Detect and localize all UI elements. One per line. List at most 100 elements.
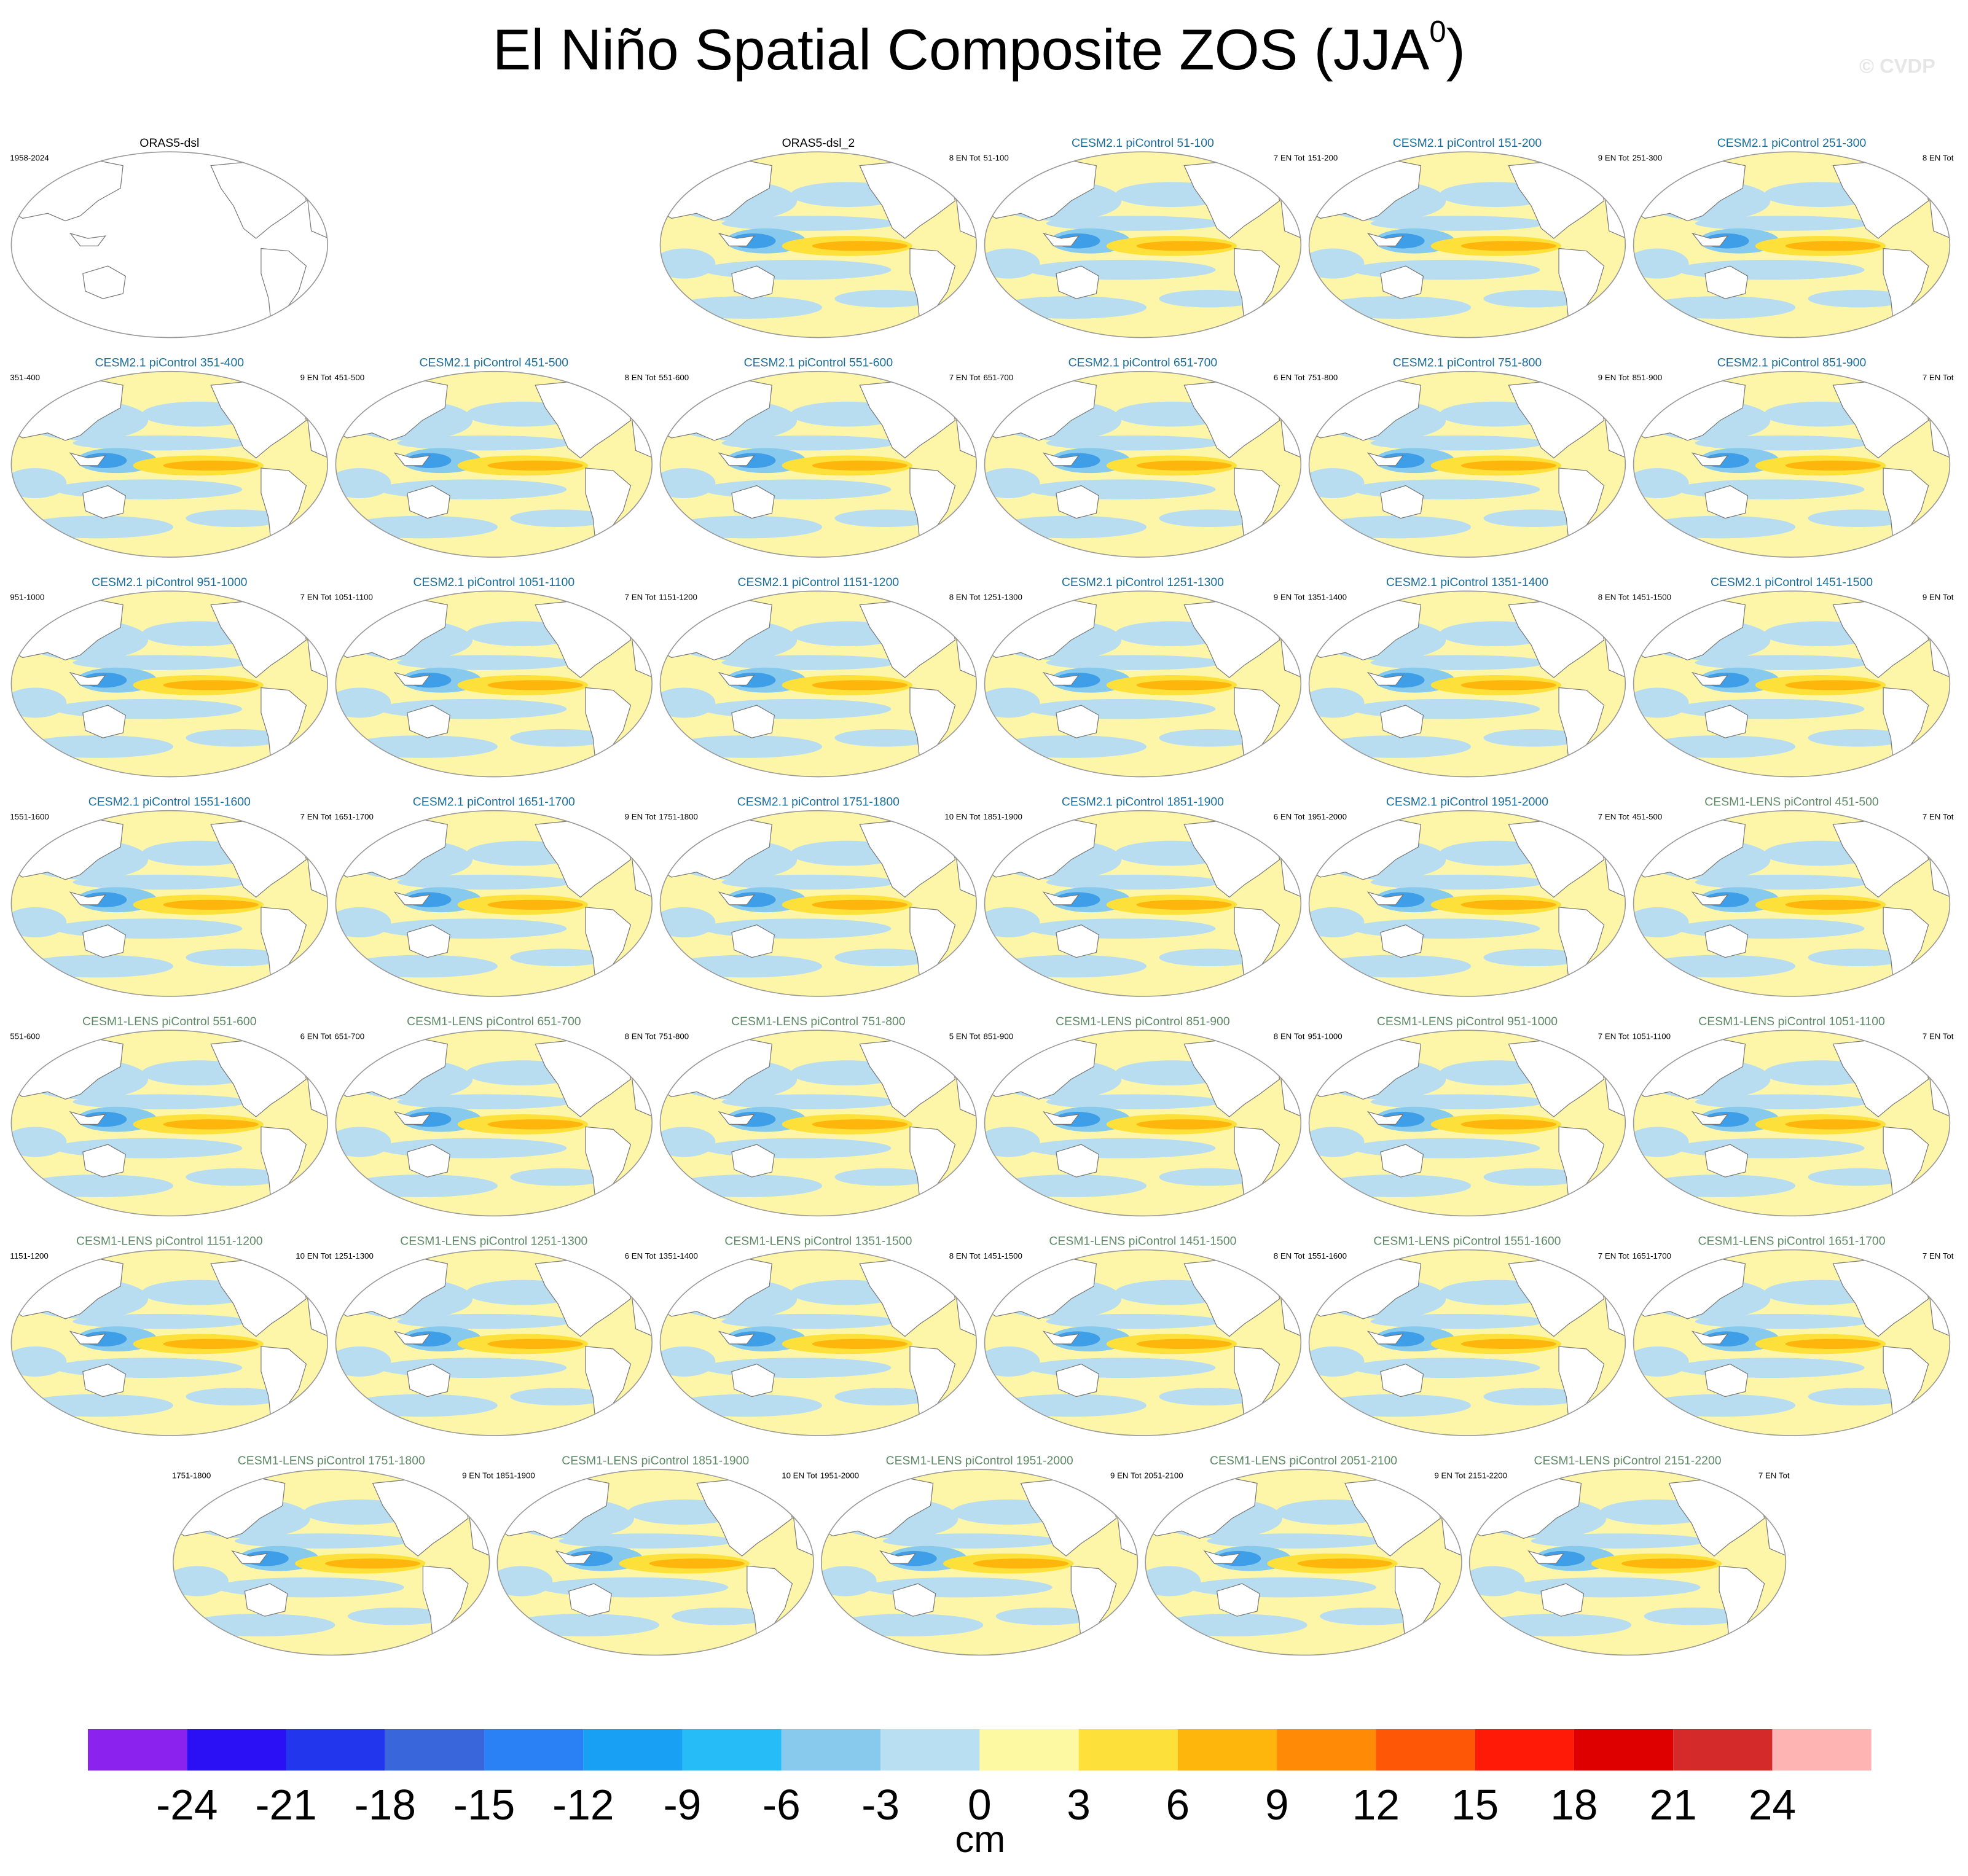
title-end: ) bbox=[1446, 17, 1465, 82]
panel-title: CESM1-LENS piControl 851-900 bbox=[1056, 1015, 1230, 1028]
panel-title: CESM2.1 piControl 151-200 bbox=[1393, 136, 1542, 150]
map bbox=[1301, 590, 1626, 778]
title-main: El Niño Spatial Composite ZOS (JJA bbox=[493, 17, 1430, 82]
map bbox=[1301, 370, 1626, 558]
map bbox=[1301, 150, 1626, 338]
panel-years: 951-1000 bbox=[1308, 1031, 1343, 1041]
map bbox=[977, 1029, 1302, 1217]
colorbar-tick-label: -24 bbox=[156, 1781, 218, 1829]
colorbar-box bbox=[385, 1729, 485, 1771]
panel-count: 10 EN Tot bbox=[782, 1471, 817, 1480]
panel-title: CESM2.1 piControl 351-400 bbox=[95, 356, 245, 370]
panel-years: 1251-1300 bbox=[334, 1251, 373, 1260]
map bbox=[653, 590, 978, 778]
map bbox=[328, 1029, 653, 1217]
panel-title: CESM2.1 piControl 851-900 bbox=[1717, 356, 1867, 370]
panel: CESM1-LENS piControl 1651-1700 1651-1700 7… bbox=[1626, 1234, 1954, 1437]
map bbox=[977, 810, 1302, 998]
panel-years: 51-100 bbox=[983, 153, 1008, 162]
map bbox=[4, 1249, 329, 1437]
panel-years: 451-500 bbox=[334, 373, 364, 382]
map bbox=[1626, 1029, 1951, 1217]
panel: CESM2.1 piControl 251-300 251-300 8 EN Tot bbox=[1626, 136, 1954, 339]
panel-count: 9 EN Tot bbox=[1598, 373, 1629, 382]
colorbar-box bbox=[1574, 1729, 1674, 1771]
map bbox=[328, 1249, 653, 1437]
panel: CESM2.1 piControl 751-800 751-800 9 EN Tot bbox=[1301, 356, 1629, 559]
map bbox=[166, 1468, 491, 1656]
panel-years: 651-700 bbox=[334, 1031, 364, 1041]
panel-years: 1851-1900 bbox=[983, 812, 1022, 821]
panel-years: 1751-1800 bbox=[659, 812, 697, 821]
panel: CESM2.1 piControl 1551-1600 1551-1600 7 EN… bbox=[4, 795, 332, 998]
panel: CESM1-LENS piControl 2151-2200 2151-2200 7… bbox=[1462, 1454, 1790, 1657]
map bbox=[1301, 810, 1626, 998]
panel-years: 551-600 bbox=[10, 1031, 40, 1041]
panel: CESM2.1 piControl 1851-1900 1851-1900 6 EN… bbox=[977, 795, 1305, 998]
panel-title: ORAS5-dsl_2 bbox=[782, 136, 855, 150]
panel-count: 7 EN Tot bbox=[1923, 1031, 1954, 1041]
panel: CESM1-LENS piControl 551-600 551-600 6 EN … bbox=[4, 1015, 332, 1217]
panel-years: 1651-1700 bbox=[334, 812, 373, 821]
panel-title: CESM2.1 piControl 1751-1800 bbox=[737, 795, 900, 808]
panel: CESM1-LENS piControl 651-700 651-700 8 EN … bbox=[328, 1015, 656, 1217]
panel-title: CESM2.1 piControl 451-500 bbox=[420, 356, 569, 370]
panel-count: 6 EN Tot bbox=[1274, 373, 1305, 382]
panel: CESM2.1 piControl 1251-1300 1251-1300 9 EN… bbox=[977, 576, 1305, 778]
panel-years: 1351-1400 bbox=[1308, 592, 1347, 601]
panel-years: 851-900 bbox=[1633, 373, 1663, 382]
panel: CESM2.1 piControl 1451-1500 1451-1500 9 EN… bbox=[1626, 576, 1954, 778]
panel-years: 1551-1600 bbox=[1308, 1251, 1347, 1260]
panel-count: 8 EN Tot bbox=[625, 373, 656, 382]
panel-years: 2151-2200 bbox=[1468, 1471, 1507, 1480]
panel: CESM2.1 piControl 551-600 551-600 7 EN Tot bbox=[653, 356, 981, 559]
panel-years: 551-600 bbox=[659, 373, 689, 382]
panel-title: CESM1-LENS piControl 751-800 bbox=[731, 1015, 906, 1028]
map bbox=[653, 1249, 978, 1437]
colorbar-box bbox=[1177, 1729, 1277, 1771]
panel: CESM1-LENS piControl 951-1000 951-1000 7 E… bbox=[1301, 1015, 1629, 1217]
panel-count: 9 EN Tot bbox=[1110, 1471, 1142, 1480]
panel-count: 8 EN Tot bbox=[949, 592, 981, 601]
colorbar-tick-label: 12 bbox=[1352, 1781, 1400, 1829]
panel: CESM1-LENS piControl 1751-1800 1751-1800 9… bbox=[166, 1454, 493, 1657]
panel-count: 8 EN Tot bbox=[949, 153, 981, 162]
colorbar-tick-label: -12 bbox=[552, 1781, 614, 1829]
panel: CESM1-LENS piControl 2051-2100 2051-2100 9… bbox=[1138, 1454, 1465, 1657]
panel: CESM1-LENS piControl 751-800 751-800 5 EN … bbox=[653, 1015, 981, 1217]
panel-count: 7 EN Tot bbox=[949, 373, 981, 382]
panel-years: 1951-2000 bbox=[1308, 812, 1347, 821]
panel-count: 9 EN Tot bbox=[462, 1471, 493, 1480]
panel: CESM2.1 piControl 1651-1700 1651-1700 9 EN… bbox=[328, 795, 656, 998]
colorbar-tick-label: 24 bbox=[1749, 1781, 1796, 1829]
panel-count: 9 EN Tot bbox=[625, 812, 656, 821]
panel-years: 651-700 bbox=[983, 373, 1013, 382]
panel-count: 7 EN Tot bbox=[300, 812, 332, 821]
map bbox=[1138, 1468, 1463, 1656]
colorbar-box bbox=[87, 1729, 187, 1771]
panel: CESM2.1 piControl 1151-1200 1151-1200 8 EN… bbox=[653, 576, 981, 778]
panel-years: 351-400 bbox=[10, 373, 40, 382]
panel-title: CESM2.1 piControl 651-700 bbox=[1068, 356, 1218, 370]
panel-years: 1958-2024 bbox=[10, 153, 49, 162]
panel-count: 8 EN Tot bbox=[1274, 1031, 1305, 1041]
panel: CESM2.1 piControl 1351-1400 1351-1400 8 EN… bbox=[1301, 576, 1629, 778]
map bbox=[328, 590, 653, 778]
map bbox=[328, 810, 653, 998]
colorbar-box bbox=[286, 1729, 385, 1771]
panel: CESM1-LENS piControl 1951-2000 1951-2000 9… bbox=[814, 1454, 1142, 1657]
panel-count: 9 EN Tot bbox=[1434, 1471, 1465, 1480]
map bbox=[977, 1249, 1302, 1437]
panel: CESM2.1 piControl 1751-1800 1751-1800 10 E… bbox=[653, 795, 981, 998]
panel-years: 751-800 bbox=[659, 1031, 689, 1041]
colorbar-box bbox=[1277, 1729, 1376, 1771]
panel-years: 251-300 bbox=[1633, 153, 1663, 162]
panel-years: 1851-1900 bbox=[496, 1471, 535, 1480]
map bbox=[1301, 1029, 1626, 1217]
map bbox=[1626, 150, 1951, 338]
panel: CESM1-LENS piControl 1151-1200 1151-1200 1… bbox=[4, 1234, 332, 1437]
panel-count: 5 EN Tot bbox=[949, 1031, 981, 1041]
colorbar-tick-label: 15 bbox=[1451, 1781, 1499, 1829]
panel-count: 9 EN Tot bbox=[1923, 592, 1954, 601]
panel-count: 8 EN Tot bbox=[949, 1251, 981, 1260]
